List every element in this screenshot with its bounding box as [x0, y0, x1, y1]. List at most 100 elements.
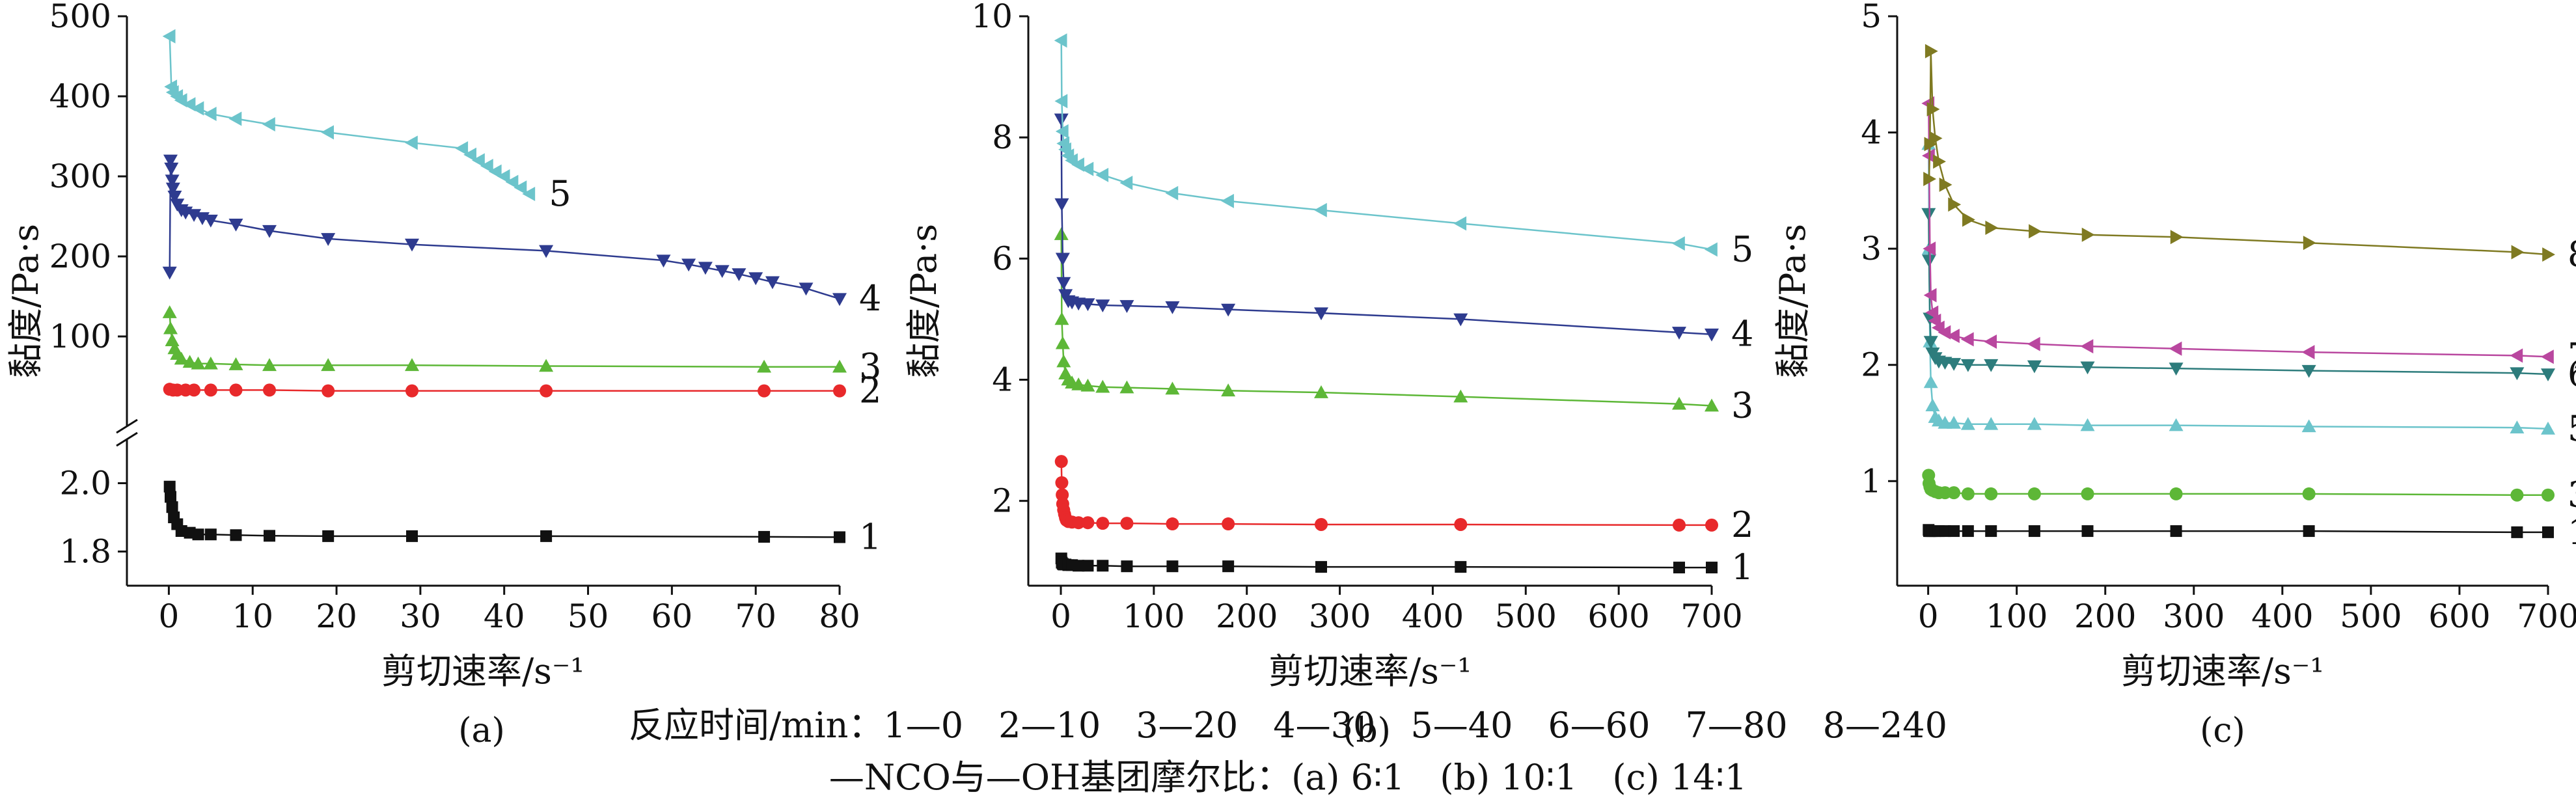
data-point [1672, 327, 1686, 340]
data-point [1455, 561, 1467, 573]
data-point [1080, 378, 1095, 392]
data-point [1095, 299, 1110, 313]
data-point [1453, 216, 1467, 231]
data-point [1960, 359, 1975, 372]
data-point [2081, 487, 2094, 500]
data-point [2510, 367, 2525, 381]
y-tick-label: 2.0 [59, 465, 111, 502]
y-tick-label: 5 [1861, 0, 1882, 35]
legend-item: 3—20 [1136, 705, 1239, 746]
y-tick-label: 2 [1861, 346, 1882, 384]
data-point [2170, 230, 2184, 245]
series-end-label: 2 [1731, 504, 1753, 545]
data-point [1314, 385, 1328, 398]
data-point [1056, 277, 1071, 290]
data-point [2080, 361, 2095, 375]
data-point [522, 187, 536, 202]
data-point [1055, 336, 1070, 349]
data-point [2081, 525, 2094, 538]
x-tick-label: 200 [1216, 597, 1278, 635]
data-point [264, 530, 275, 542]
series-3: 3 [162, 305, 881, 387]
data-point [2301, 364, 2316, 378]
series-end-label: 2 [859, 370, 881, 411]
data-point [1923, 288, 1937, 303]
data-point [1985, 221, 1999, 235]
data-point [262, 225, 277, 238]
data-point [2301, 345, 2315, 360]
data-point [1961, 487, 1975, 500]
data-point [2542, 488, 2555, 502]
data-point [1119, 300, 1134, 313]
data-point [2029, 224, 2042, 239]
series-end-label: 5 [1731, 228, 1753, 269]
data-point [539, 359, 554, 372]
data-point [322, 384, 335, 398]
series-end-label: 3 [859, 346, 881, 387]
data-point [1165, 381, 1180, 395]
data-point [1082, 560, 1094, 572]
data-point [758, 384, 771, 398]
data-point [715, 265, 730, 279]
data-point [1706, 562, 1718, 574]
data-point [165, 333, 180, 346]
data-point [1055, 252, 1070, 266]
data-point [182, 355, 197, 368]
x-axis-label: 剪切速率/s⁻¹ [2121, 651, 2324, 692]
y-tick-label: 6 [992, 239, 1013, 277]
data-point [230, 529, 242, 541]
x-tick-label: 50 [568, 597, 609, 635]
data-point [539, 245, 554, 258]
data-point [2510, 488, 2524, 502]
data-point [163, 480, 176, 493]
data-point [1097, 560, 1109, 572]
data-point [2081, 227, 2095, 242]
data-point [1929, 131, 1943, 146]
data-point [2511, 245, 2525, 260]
data-point [162, 305, 177, 318]
data-point [1055, 124, 1069, 139]
data-point [2027, 416, 2042, 430]
x-tick-label: 60 [651, 597, 693, 635]
data-point [1921, 148, 1935, 163]
series-end-label: 4 [1731, 314, 1753, 355]
data-point [1947, 358, 1962, 371]
data-point [1073, 560, 1085, 572]
data-point [1119, 175, 1133, 190]
data-point [1923, 172, 1936, 186]
data-point [2541, 349, 2554, 364]
data-point [1947, 486, 1961, 500]
series-2: 2 [163, 370, 881, 411]
data-point [799, 282, 814, 296]
data-point [2303, 525, 2315, 538]
y-axis-label: 黏度/Pa·s [1772, 224, 1813, 378]
data-point [2303, 236, 2316, 251]
data-point [1120, 517, 1134, 530]
ratio-prefix: —NCO与—OH基团摩尔比： [829, 757, 1292, 798]
series-1: 1 [1055, 547, 1753, 588]
data-point [174, 351, 189, 365]
data-point [1923, 336, 1938, 349]
data-point [1923, 375, 1938, 389]
data-point [192, 528, 204, 541]
data-point [1055, 476, 1069, 489]
data-point [204, 528, 217, 541]
data-point [1921, 254, 1936, 267]
data-point [1921, 208, 1936, 221]
series-end-label: 4 [859, 278, 881, 319]
data-point [322, 530, 335, 542]
data-point [1705, 518, 1718, 532]
data-point [2541, 368, 2555, 381]
x-tick-label: 40 [484, 597, 525, 635]
x-tick-label: 300 [1309, 597, 1371, 635]
data-point [1054, 113, 1069, 127]
data-point [1222, 560, 1235, 573]
data-point [1962, 525, 1974, 538]
y-tick-label: 10 [971, 0, 1013, 35]
data-point [2542, 247, 2555, 262]
y-tick-label: 4 [1861, 114, 1882, 152]
data-point [1080, 298, 1095, 312]
y-tick-label: 8 [992, 118, 1013, 156]
data-point [1054, 198, 1069, 211]
